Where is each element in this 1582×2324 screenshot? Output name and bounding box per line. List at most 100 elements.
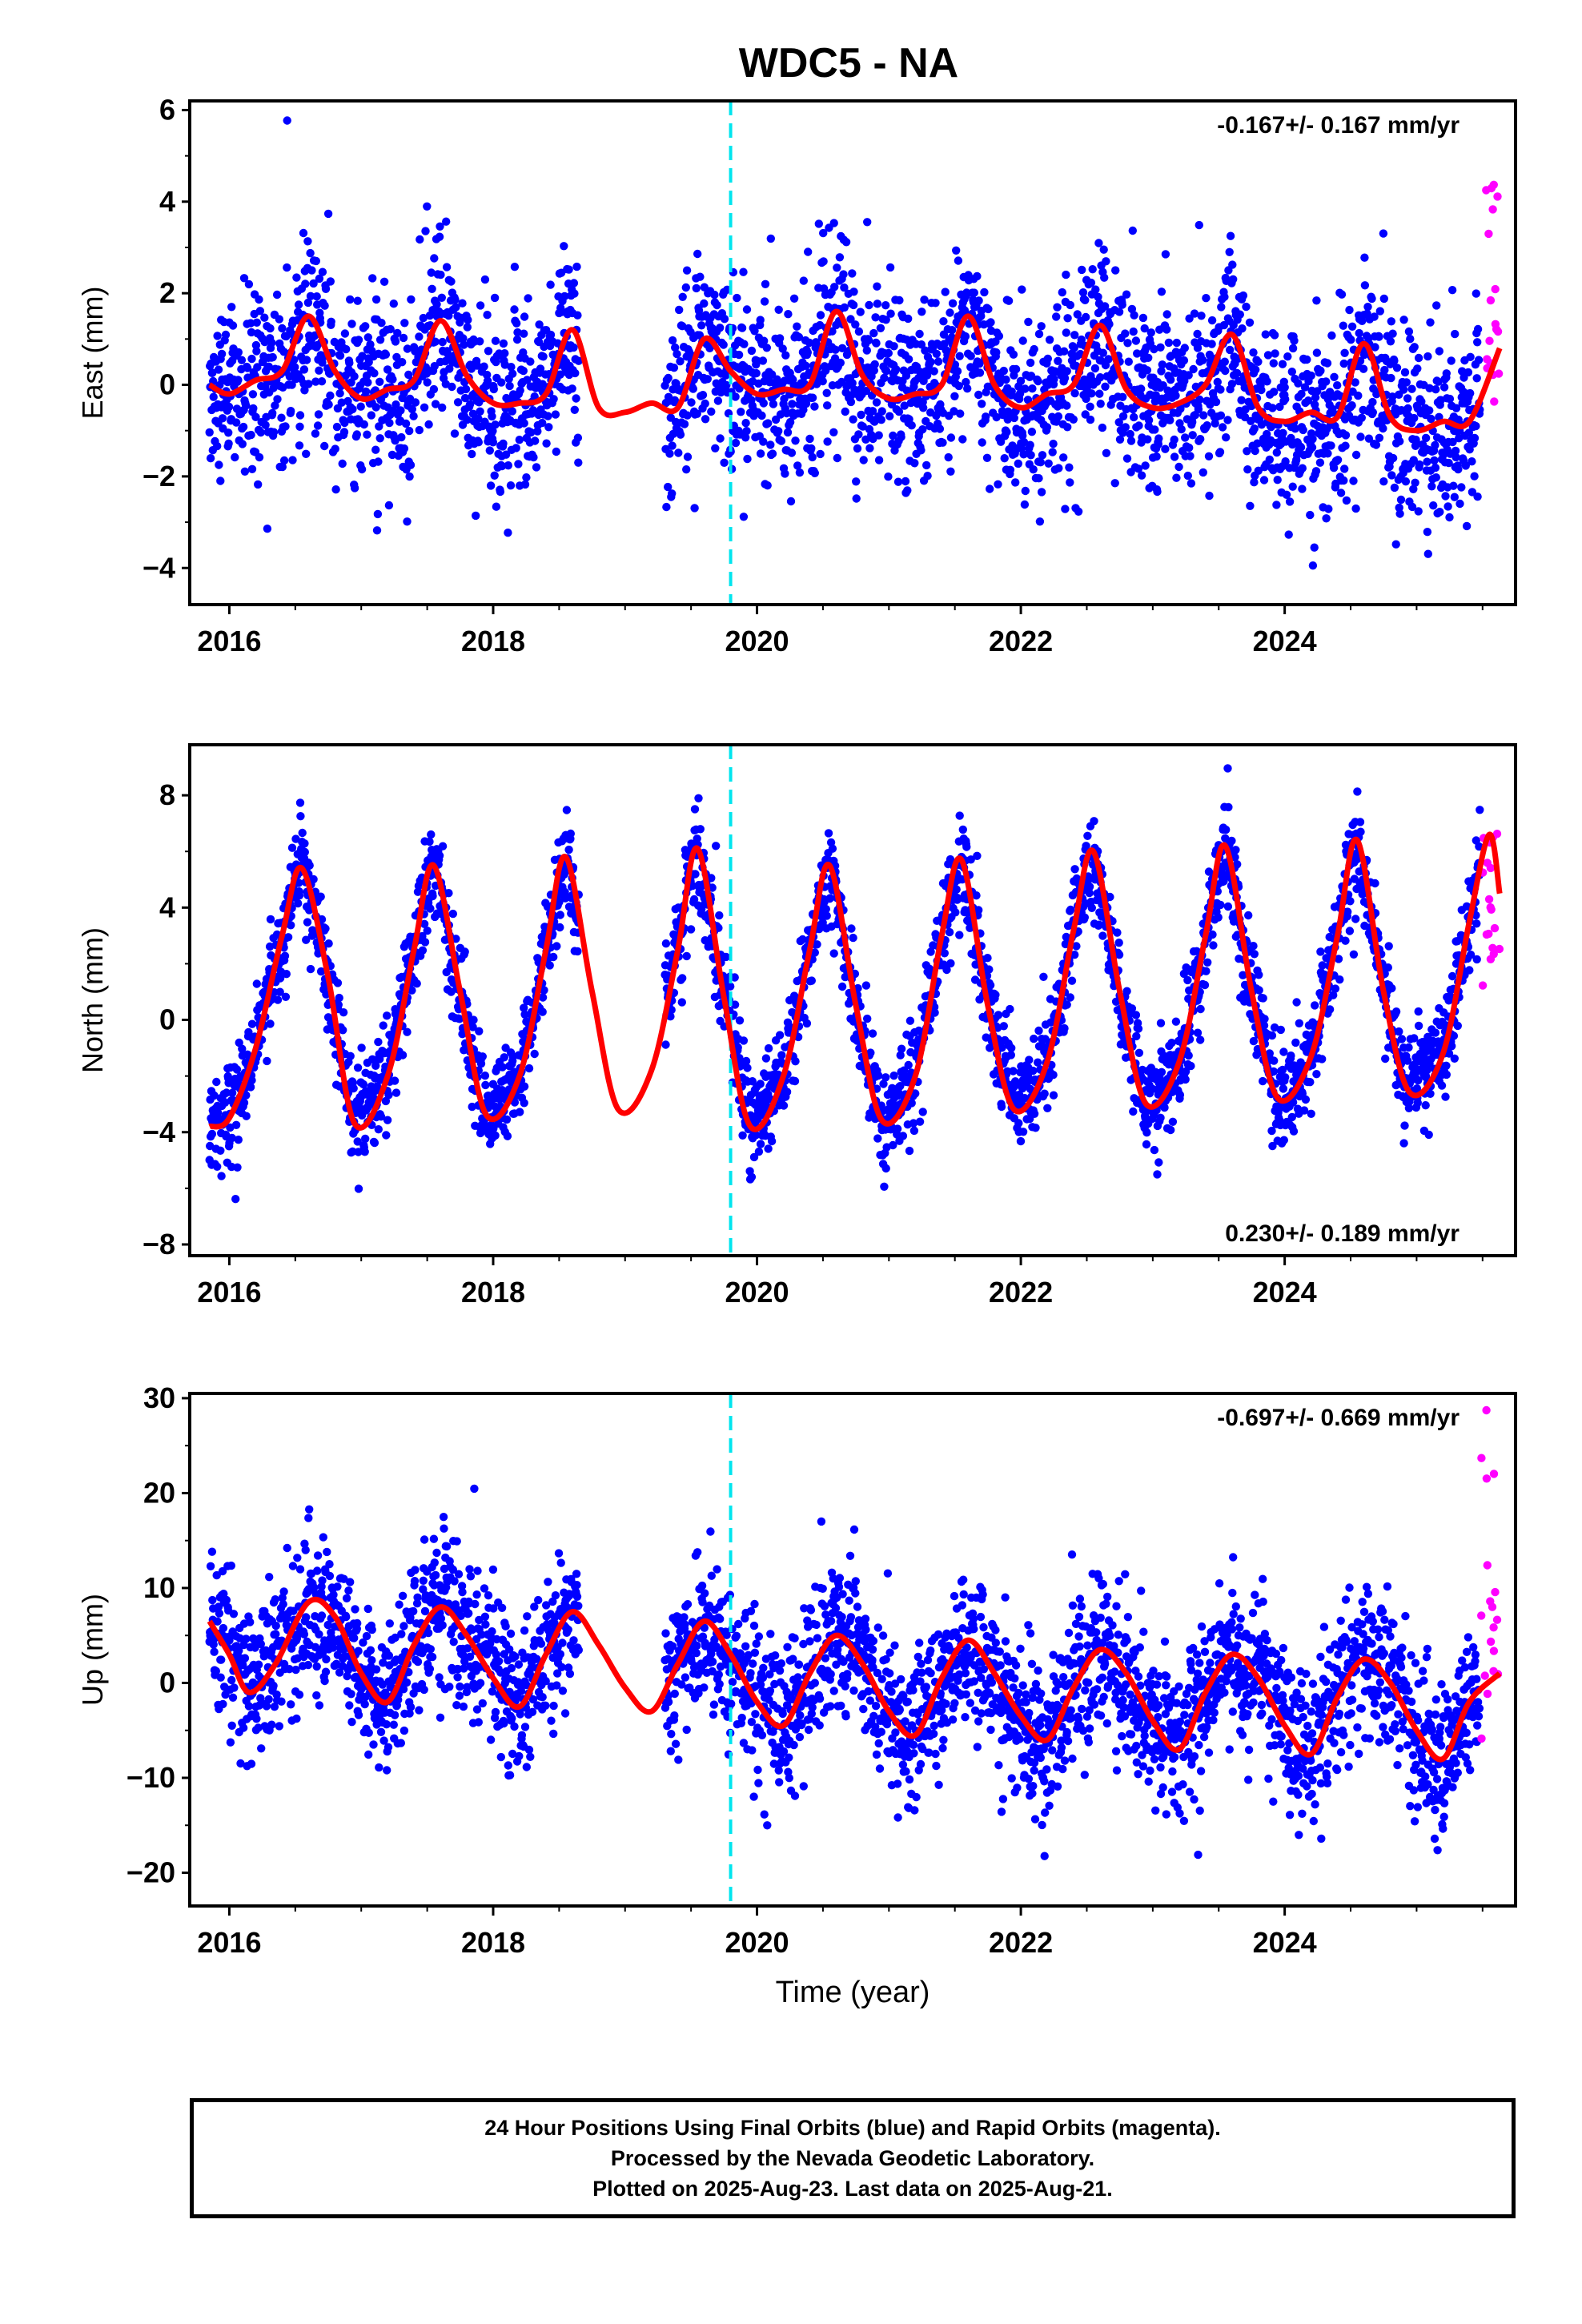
final-orbit-point — [779, 1101, 789, 1110]
final-orbit-point — [1037, 488, 1046, 497]
final-orbit-point — [273, 395, 282, 404]
final-orbit-point — [821, 366, 830, 375]
final-orbit-point — [435, 851, 444, 860]
final-orbit-point — [944, 452, 953, 462]
final-orbit-point — [1452, 452, 1460, 462]
final-orbit-point — [1034, 1026, 1043, 1035]
final-orbit-point — [569, 279, 579, 287]
final-orbit-point — [501, 450, 511, 459]
final-orbit-point — [1238, 324, 1247, 333]
final-orbit-point — [1472, 421, 1480, 431]
final-orbit-point — [312, 292, 321, 301]
final-orbit-point — [803, 348, 812, 357]
final-orbit-point — [1031, 1124, 1040, 1132]
final-orbit-point — [1180, 344, 1190, 352]
final-orbit-point — [287, 921, 295, 930]
final-orbit-point — [857, 410, 865, 420]
final-orbit-point — [361, 1134, 370, 1144]
final-orbit-point — [1411, 478, 1419, 487]
x-tick-label: 2018 — [461, 625, 525, 657]
final-orbit-point — [1245, 318, 1255, 327]
final-orbit-point — [460, 393, 470, 403]
final-orbit-point — [707, 874, 716, 883]
final-orbit-point — [1205, 491, 1214, 501]
final-orbit-point — [520, 419, 528, 428]
final-orbit-point — [852, 477, 861, 486]
final-orbit-point — [366, 340, 375, 349]
final-orbit-point — [918, 425, 927, 434]
final-orbit-point — [421, 227, 430, 235]
final-orbit-point — [520, 1099, 528, 1108]
final-orbit-point — [207, 1129, 217, 1139]
final-orbit-point — [231, 418, 241, 427]
final-orbit-point — [500, 349, 509, 358]
final-orbit-point — [546, 280, 555, 289]
final-orbit-point — [1074, 507, 1083, 516]
chart-title: WDC5 - NA — [739, 40, 958, 86]
final-orbit-point — [1390, 483, 1399, 493]
final-orbit-point — [946, 308, 954, 317]
final-orbit-point — [573, 947, 582, 956]
final-orbit-point — [1432, 301, 1441, 310]
final-orbit-point — [1066, 300, 1075, 310]
final-orbit-point — [307, 266, 316, 275]
final-orbit-point — [303, 237, 312, 246]
final-orbit-point — [269, 428, 279, 436]
final-orbit-point — [1226, 231, 1235, 240]
final-orbit-point — [1024, 317, 1033, 327]
final-orbit-point — [1316, 366, 1325, 376]
final-orbit-point — [1288, 344, 1298, 353]
final-orbit-point — [951, 908, 960, 917]
final-orbit-point — [1435, 347, 1444, 356]
final-orbit-point — [1054, 464, 1063, 472]
final-orbit-point — [932, 349, 942, 358]
final-orbit-point — [722, 380, 731, 390]
final-orbit-point — [861, 435, 870, 444]
final-orbit-point — [985, 965, 994, 974]
rapid-orbit-point — [1484, 229, 1493, 239]
final-orbit-point — [468, 449, 476, 459]
final-orbit-point — [244, 279, 254, 289]
final-orbit-point — [757, 411, 766, 420]
final-orbit-point — [1327, 331, 1336, 340]
final-orbit-point — [1351, 504, 1360, 513]
final-orbit-point — [740, 340, 749, 348]
final-orbit-point — [1087, 389, 1096, 398]
final-orbit-point — [1273, 476, 1282, 485]
final-orbit-point — [664, 482, 673, 492]
final-orbit-point — [311, 256, 320, 266]
final-orbit-point — [1062, 367, 1071, 376]
final-orbit-point — [1194, 404, 1203, 414]
final-orbit-point — [818, 228, 828, 238]
final-orbit-point — [897, 1044, 906, 1053]
final-orbit-point — [1113, 928, 1122, 937]
final-orbit-point — [747, 346, 757, 356]
final-orbit-point — [793, 322, 801, 331]
final-orbit-point — [283, 116, 291, 125]
final-orbit-point — [1442, 369, 1452, 378]
final-orbit-point — [1204, 452, 1214, 460]
final-orbit-point — [731, 392, 740, 401]
final-orbit-point — [321, 924, 330, 933]
final-orbit-point — [853, 444, 862, 453]
final-orbit-point — [545, 961, 554, 970]
final-orbit-point — [415, 425, 424, 435]
final-orbit-point — [391, 436, 400, 445]
final-orbit-point — [1078, 288, 1088, 297]
final-orbit-point — [498, 1063, 507, 1072]
final-orbit-point — [227, 303, 236, 312]
final-orbit-point — [420, 919, 429, 929]
final-orbit-point — [690, 504, 699, 513]
final-orbit-point — [1166, 376, 1175, 384]
final-orbit-point — [217, 349, 227, 359]
final-orbit-point — [215, 460, 223, 469]
final-orbit-point — [743, 454, 752, 464]
final-orbit-point — [1451, 329, 1460, 339]
final-orbit-point — [316, 967, 326, 976]
final-orbit-point — [1281, 457, 1290, 466]
final-orbit-point — [997, 1102, 1006, 1112]
final-orbit-point — [1429, 501, 1438, 510]
final-orbit-point — [1066, 478, 1074, 487]
final-orbit-point — [1085, 883, 1094, 891]
final-orbit-point — [1390, 356, 1399, 365]
